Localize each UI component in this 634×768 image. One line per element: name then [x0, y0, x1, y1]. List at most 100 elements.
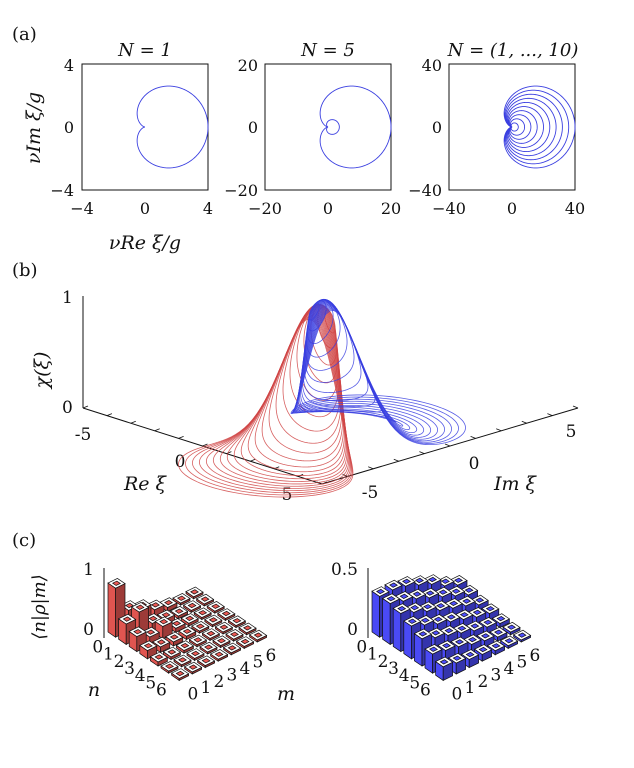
bar-n6-m2 — [196, 655, 216, 669]
bar-n6-m0 — [170, 668, 190, 682]
panel-c1-m-label: m — [277, 683, 295, 705]
panel-b-im-tick-neg: -5 — [362, 483, 379, 503]
im-axis-tick — [547, 413, 553, 416]
panel-a3-ytick-mid: 0 — [432, 118, 442, 137]
bar-n6-m6 — [248, 629, 268, 643]
bar-n5-m4 — [212, 635, 231, 649]
panel-a2-ytick-top: 20 — [238, 56, 258, 75]
bar-n5-m3 — [199, 641, 218, 655]
m-tick-0: 0 — [187, 685, 198, 705]
n-tick-5: 5 — [409, 673, 420, 693]
panel-a3-ytick-top: 40 — [422, 56, 442, 75]
bar-n3-m4 — [191, 620, 210, 634]
panel-a1-xtick-right: 4 — [203, 199, 213, 218]
panel-label-c: (c) — [12, 530, 36, 551]
panel-a1-title: N = 1 — [117, 40, 172, 61]
bar-n3-m5 — [204, 614, 223, 628]
bar-n5-m6 — [502, 621, 521, 636]
bar-n2-m5 — [193, 607, 212, 621]
panel-c1-n-label: n — [88, 679, 100, 701]
bar-n2-m4 — [180, 613, 199, 627]
re-axis-tick — [202, 443, 208, 447]
re-axis-tick — [226, 451, 232, 454]
bar-n4-m2 — [175, 640, 195, 654]
re-axis-tick — [250, 458, 256, 462]
re-axis-tick — [178, 436, 184, 439]
m-tick-3: 3 — [226, 665, 237, 685]
im-axis-tick — [393, 458, 399, 462]
panel-a-n5: N = 5 20 0 −20 −20 0 20 — [224, 40, 401, 218]
bar-n6-m1 — [183, 661, 203, 675]
panel-a-ylabel: νIm ξ/g — [23, 92, 45, 164]
bar-n4-m1 — [162, 646, 182, 661]
panel-c2-ztick-bot: 0 — [347, 620, 358, 640]
panel-a2-ytick-bot: −20 — [224, 181, 258, 200]
bar-n3-m2 — [165, 631, 184, 647]
blue-slice-21 — [290, 310, 466, 446]
panel-a1-xtick-left: −4 — [70, 199, 94, 218]
n-tick-4: 4 — [135, 666, 146, 686]
blue-slice-16 — [294, 305, 432, 438]
m-tick-0: 0 — [451, 685, 462, 705]
m-tick-1: 1 — [200, 678, 211, 698]
panel-a3-xtick-left: −40 — [432, 199, 466, 218]
im-axis-tick — [444, 443, 451, 447]
m-tick-3: 3 — [490, 665, 501, 685]
re-axis-tick — [82, 405, 89, 409]
bar-n6-m4 — [222, 642, 242, 656]
panel-a3-ytick-bot: −40 — [408, 181, 442, 200]
panel-c1-ztick-bot: 0 — [83, 620, 94, 640]
n-tick-0: 0 — [356, 637, 367, 657]
bar-n4-m5 — [214, 621, 234, 635]
panel-a1-ytick-top: 4 — [64, 56, 74, 75]
bar-n6-m4 — [486, 640, 506, 656]
bar-n5-m1 — [173, 654, 192, 668]
m-tick-6: 6 — [529, 646, 540, 666]
bar-n3-m0 — [139, 640, 158, 660]
bar-n3-m3 — [178, 625, 197, 641]
bar-n0-m6 — [185, 586, 204, 600]
panel-b-ztick-1: 1 — [62, 288, 73, 308]
panel-b-im-tick-0: 0 — [469, 454, 480, 474]
bar-n1-m6 — [195, 593, 215, 607]
panel-a-n1-to-10: N = (1, ..., 10) 40 0 −40 −40 0 40 — [408, 40, 585, 218]
bar-n4-m3 — [188, 634, 208, 648]
bar-n6-m5 — [499, 635, 519, 650]
n-tick-3: 3 — [388, 659, 399, 679]
panel-b-ztick-0: 0 — [62, 398, 73, 418]
panel-c2-ztick-top: 0.5 — [331, 560, 358, 580]
panel-b-re-tick-0: 0 — [175, 452, 186, 472]
bar-n0-m5 — [172, 592, 191, 606]
bar-n5-m0 — [160, 660, 179, 674]
bar-n3-m6 — [217, 608, 236, 622]
m-tick-6: 6 — [265, 646, 276, 666]
panel-a2-title: N = 5 — [300, 40, 355, 61]
bar-n6-m3 — [209, 648, 229, 662]
cardioid-curve-N1 — [510, 122, 519, 132]
n-tick-1: 1 — [103, 645, 114, 665]
panel-label-b: (b) — [12, 260, 38, 281]
bar-n5-m2 — [186, 648, 205, 662]
im-axis-tick — [419, 451, 425, 454]
panel-b-3d-surface: 1 0 χ(ξ) -5 0 5 Re ξ -5 0 5 Im ξ — [31, 288, 579, 505]
m-tick-5: 5 — [516, 653, 527, 673]
n-tick-1: 1 — [367, 645, 378, 665]
panel-b-im-label: Im ξ — [493, 473, 538, 495]
n-tick-6: 6 — [156, 681, 167, 701]
n-tick-2: 2 — [378, 652, 389, 672]
im-axis-tick — [521, 420, 527, 424]
red-slice-21 — [178, 318, 354, 498]
im-axis-tick — [496, 428, 502, 432]
m-tick-4: 4 — [503, 659, 514, 679]
m-tick-2: 2 — [213, 672, 224, 692]
panel-a1-xtick-mid: 0 — [140, 199, 150, 218]
im-axis-tick — [572, 405, 579, 409]
panel-a3-title: N = (1, ..., 10) — [447, 40, 579, 61]
panel-a-n1: N = 1 4 0 −4 −4 0 4 νRe ξ/g νIm ξ/g — [23, 40, 213, 254]
panel-a-xlabel: νRe ξ/g — [109, 232, 181, 254]
bar-n2-m6 — [206, 600, 225, 614]
n-tick-0: 0 — [92, 637, 103, 657]
bar-n6-m5 — [235, 636, 255, 650]
bar-n5-m6 — [238, 622, 257, 636]
